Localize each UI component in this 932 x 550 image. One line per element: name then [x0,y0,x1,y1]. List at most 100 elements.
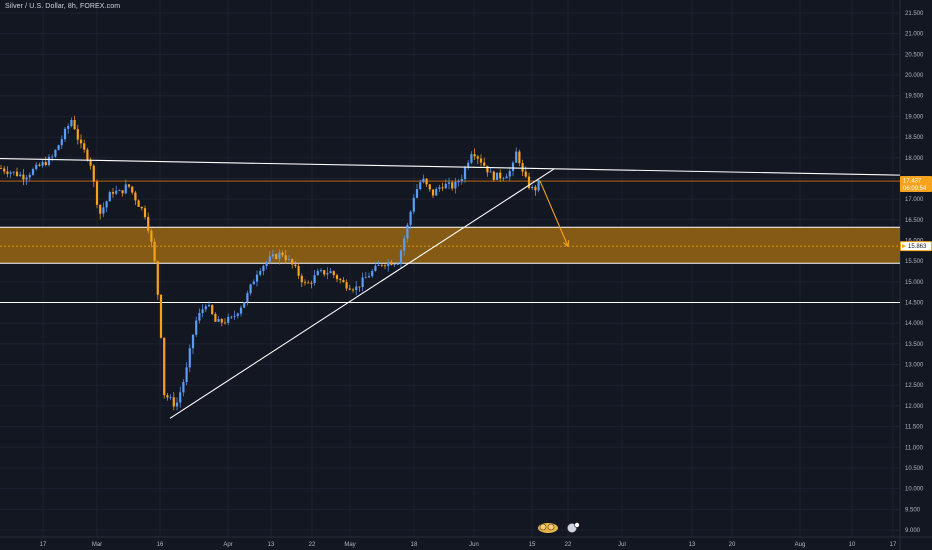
candle-body [105,201,108,208]
candle [47,154,51,167]
candle-body [483,162,486,166]
support-zone[interactable] [0,226,900,264]
candle [499,169,502,182]
emoji-icon[interactable] [538,523,558,533]
candle-body [230,316,233,318]
price-tick-label: 10.000 [905,487,924,493]
candle-body [463,167,467,180]
candle-body [361,277,364,288]
candle [79,134,83,149]
candle-body [403,238,406,251]
price-tick-label: 13.000 [905,363,924,369]
candle-body [31,169,35,175]
candle-body [409,211,412,225]
candle-body [406,224,409,239]
candle-body [431,189,435,196]
candle-body [67,125,70,129]
candle-body [25,177,28,180]
candle-body [499,172,502,179]
candle [214,312,217,322]
candle-body [15,171,19,176]
candle [0,164,3,170]
target-price-value: 15.863 [908,244,927,250]
candle-body [108,192,111,202]
candle [470,151,473,165]
candle [518,149,521,167]
candle-body [441,187,444,189]
candle-body [527,176,531,189]
time-tick-label: 18 [411,542,418,548]
candle [387,259,390,272]
candle [73,115,76,130]
candle [201,304,204,318]
candle [303,279,307,286]
candle [358,286,361,292]
chat-icon-bubble [567,523,577,533]
price-tick-label: 10.500 [905,466,924,472]
price-axis[interactable]: 21.500 21.000 20.500 20.000 19.500 19.000 18.5… [905,11,924,534]
candle-body [451,182,454,189]
time-axis[interactable]: 17 Mar 16 Apr 13 22 May 18 Jun 15 22 Jul 13 20 Aug 10 17 [40,542,897,548]
candle [390,260,393,266]
candle [355,281,358,296]
candle [505,173,508,179]
chat-icon[interactable] [567,522,580,533]
time-tick-label: May [344,542,355,548]
candle [191,334,195,354]
candle [339,277,342,284]
candle [527,172,531,190]
candle [284,249,287,264]
candle [451,180,454,191]
projection-arrow[interactable] [539,180,570,248]
candle-body [89,159,92,166]
ascending-trendline[interactable] [169,168,555,419]
time-tick-label: 17 [890,542,897,548]
candle [380,264,383,268]
candle [102,202,105,218]
candle-body [262,265,265,272]
candle [399,248,403,269]
candle [534,184,537,196]
candle-body [223,322,227,324]
candle [60,135,63,149]
candle-body [419,182,422,190]
candle [86,147,89,162]
candle [467,160,470,170]
time-tick-label: 10 [849,542,856,548]
candle [268,250,271,265]
time-tick-label: Jun [469,542,479,548]
candle [419,179,422,191]
candle-body [140,206,143,209]
candle [204,304,207,313]
candle-body [102,207,105,214]
candle-body [127,184,131,187]
candle-body [390,262,393,266]
candle [348,284,351,291]
candle [220,318,223,327]
candle-body [313,275,316,284]
candle [454,177,457,194]
candle-body [185,367,188,383]
candle-body [156,261,159,295]
candle-body [73,120,76,130]
reaction-icons[interactable] [538,522,580,534]
candle-body [121,190,124,194]
candle [175,397,179,411]
time-tick-label: 13 [268,542,275,548]
grid [0,0,900,537]
candle [291,258,294,269]
candle-body [278,252,281,259]
candle-body [204,306,207,310]
candle [185,362,188,386]
price-tick-label: 9.000 [905,528,921,534]
candle-body [220,319,223,323]
candle [15,167,19,177]
candle [249,283,252,296]
resistance-trendline[interactable] [0,158,901,176]
candle-body [182,382,185,393]
candle [508,166,511,181]
candle-body [57,145,60,150]
